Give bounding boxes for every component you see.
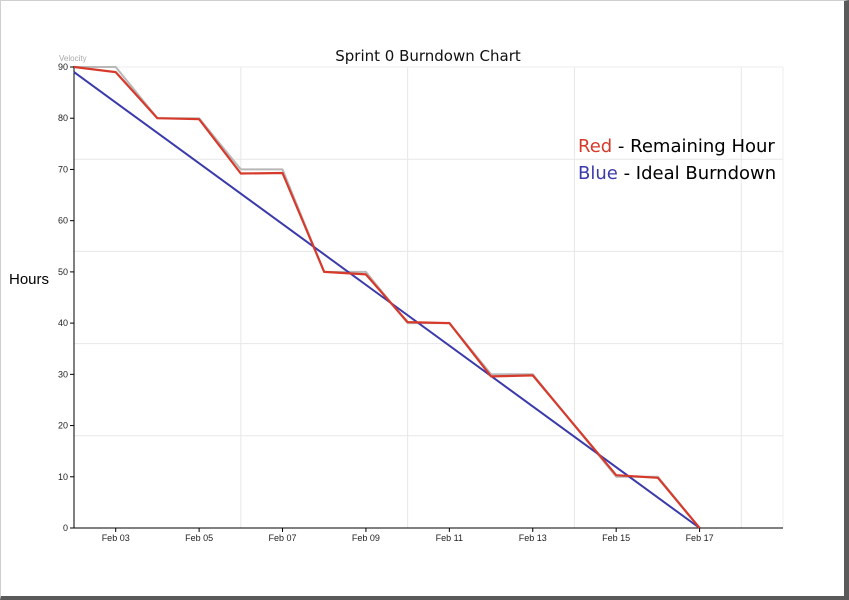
y-tick-label: 10 xyxy=(58,472,68,482)
y-tick-label: 50 xyxy=(58,267,68,277)
legend-item-remaining: Red - Remaining Hour xyxy=(578,136,775,157)
x-tick-label: Feb 07 xyxy=(269,533,297,543)
legend-text-remaining: - Remaining Hour xyxy=(612,136,775,157)
legend-text-ideal: - Ideal Burndown xyxy=(618,163,776,184)
x-tick-label: Feb 03 xyxy=(102,533,130,543)
y-axis-label: Hours xyxy=(9,271,49,288)
legend-color-word-blue: Blue xyxy=(578,163,618,184)
legend: Red - Remaining Hour Blue - Ideal Burndo… xyxy=(578,136,776,184)
y-tick-label: 20 xyxy=(58,421,68,431)
x-tick-label: Feb 17 xyxy=(686,533,714,543)
y-tick-label: 90 xyxy=(58,62,68,72)
y-tick-label: 60 xyxy=(58,216,68,226)
y-tick-label: 80 xyxy=(58,113,68,123)
remaining-hours-line xyxy=(73,65,701,529)
series-lines xyxy=(73,65,701,529)
y-tick-label: 0 xyxy=(63,523,68,533)
x-tick-label: Feb 13 xyxy=(519,533,547,543)
corner-label: Velocity xyxy=(59,54,87,63)
y-tick-label: 40 xyxy=(58,318,68,328)
x-tick-label: Feb 09 xyxy=(352,533,380,543)
y-tick-label: 70 xyxy=(58,164,68,174)
x-tick-label: Feb 05 xyxy=(185,533,213,543)
legend-item-ideal: Blue - Ideal Burndown xyxy=(578,163,776,184)
legend-color-word-red: Red xyxy=(578,136,612,157)
x-tick-label: Feb 11 xyxy=(436,533,463,543)
chart-title: Sprint 0 Burndown Chart xyxy=(335,47,521,65)
x-tick-label: Feb 15 xyxy=(602,533,630,543)
x-ticks: Feb 03 Feb 05 Feb 07 Feb 09 Feb 11 Feb 13 Feb … xyxy=(102,528,714,543)
axes xyxy=(73,66,783,529)
y-ticks: 0 10 20 30 40 50 60 70 80 90 xyxy=(58,62,74,533)
y-tick-label: 30 xyxy=(58,369,68,379)
ideal-burndown-line xyxy=(73,71,701,529)
